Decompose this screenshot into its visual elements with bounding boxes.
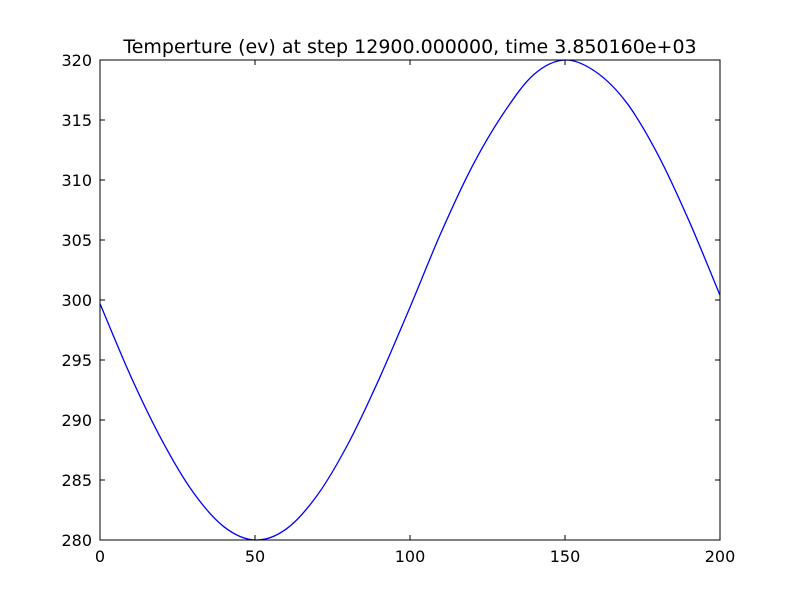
y-tick-label: 295 (61, 351, 92, 370)
y-tick-label: 310 (61, 171, 92, 190)
y-tick-label: 315 (61, 111, 92, 130)
y-tick-label: 290 (61, 411, 92, 430)
x-tick-label: 0 (95, 547, 105, 566)
y-tick-label: 280 (61, 531, 92, 550)
y-tick-label: 305 (61, 231, 92, 250)
x-tick-label: 150 (550, 547, 581, 566)
x-tick-label: 200 (705, 547, 736, 566)
y-tick-label: 300 (61, 291, 92, 310)
x-tick-label: 50 (245, 547, 265, 566)
ticks-layer: 0 50 100 150 200 280 285 290 295 300 305 310 315 320 (61, 51, 735, 566)
series-line (99, 59, 721, 541)
chart-title: Temperture (ev) at step 12900.000000, ti… (122, 36, 696, 58)
x-tick-label: 100 (395, 547, 426, 566)
y-tick-label: 320 (61, 51, 92, 70)
y-tick-label: 285 (61, 471, 92, 490)
series-layer (99, 59, 721, 541)
plot-frame (99, 59, 721, 541)
